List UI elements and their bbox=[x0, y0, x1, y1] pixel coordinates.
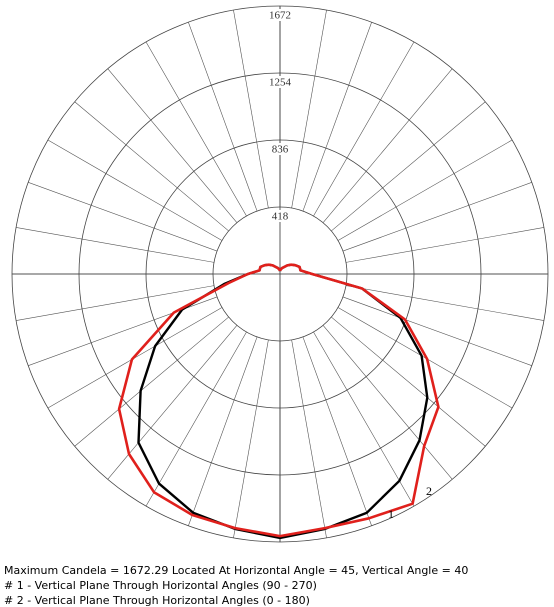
ring bbox=[78, 72, 482, 476]
spoke bbox=[233, 339, 269, 538]
spoke bbox=[16, 227, 215, 263]
r-tick-label: 418 bbox=[272, 211, 289, 223]
spoke bbox=[47, 139, 223, 241]
spoke bbox=[107, 68, 238, 223]
tick-label-bg bbox=[266, 76, 294, 88]
ring bbox=[145, 139, 415, 409]
spoke bbox=[345, 285, 544, 321]
spoke bbox=[74, 316, 229, 447]
spoke bbox=[342, 296, 532, 366]
spoke bbox=[145, 41, 247, 217]
ring bbox=[212, 206, 348, 342]
tick-label-bg bbox=[266, 9, 294, 21]
spoke bbox=[16, 285, 215, 321]
spoke bbox=[291, 10, 327, 209]
r-tick-label: 1254 bbox=[269, 77, 292, 89]
spoke bbox=[291, 339, 327, 538]
spoke bbox=[313, 41, 415, 217]
spoke bbox=[331, 316, 486, 447]
spoke bbox=[345, 227, 544, 263]
spoke bbox=[188, 336, 258, 526]
curve-label: 1 bbox=[388, 507, 394, 521]
note: # 1 - Vertical Plane Through Horizontal … bbox=[4, 579, 317, 592]
spoke bbox=[74, 101, 229, 232]
spoke bbox=[233, 10, 269, 209]
note: Maximum Candela = 1672.29 Located At Hor… bbox=[4, 564, 468, 577]
r-tick-label: 836 bbox=[272, 144, 289, 156]
spoke bbox=[322, 325, 453, 480]
tick-label-bg bbox=[266, 210, 294, 222]
candela-curve bbox=[117, 263, 440, 538]
spoke bbox=[322, 68, 453, 223]
spoke bbox=[331, 101, 486, 232]
curve-label: 2 bbox=[426, 484, 432, 498]
note: # 2 - Vertical Plane Through Horizontal … bbox=[4, 594, 310, 607]
spoke bbox=[28, 182, 218, 252]
r-tick-label: 1672 bbox=[269, 10, 291, 22]
spoke bbox=[337, 139, 513, 241]
spoke bbox=[313, 331, 415, 507]
spoke bbox=[302, 336, 372, 526]
spoke bbox=[188, 22, 258, 212]
spoke bbox=[302, 22, 372, 212]
ring bbox=[11, 5, 549, 543]
spoke bbox=[145, 331, 247, 507]
tick-label-bg bbox=[266, 143, 294, 155]
spoke bbox=[342, 182, 532, 252]
